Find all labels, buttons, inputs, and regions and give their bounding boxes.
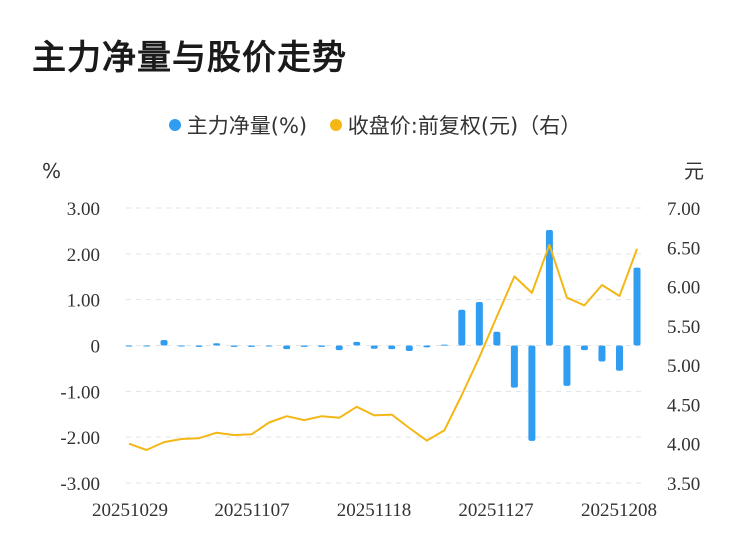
- bar: [528, 345, 536, 441]
- chart-legend: 主力净量(%) 收盘价:前复权(元)（右）: [0, 110, 750, 140]
- left-tick-label: -2.00: [60, 428, 100, 449]
- legend-dot-net-volume: [168, 119, 181, 131]
- bar: [230, 345, 238, 347]
- right-tick-label: 7.00: [667, 199, 700, 220]
- left-tick-label: 1.00: [67, 291, 100, 312]
- left-tick-label: 2.00: [67, 245, 100, 266]
- x-axis-ticks: 20251029 20251107 20251118 20251127 20251208: [92, 500, 657, 521]
- right-tick-label: 4.00: [667, 435, 700, 456]
- bar: [265, 345, 273, 347]
- x-tick-label: 20251107: [214, 500, 289, 521]
- page-title: 主力净量与股价走势: [32, 38, 347, 78]
- bar: [440, 344, 448, 346]
- right-tick-label: 5.50: [667, 317, 700, 338]
- left-axis-ticks: 3.00 2.00 1.00 0 -1.00 -2.00 -3.00: [60, 199, 100, 495]
- close-price-line: [128, 243, 638, 451]
- bar: [300, 345, 308, 347]
- right-tick-label: 6.00: [667, 278, 700, 299]
- bar: [160, 340, 168, 346]
- left-tick-label: 0: [91, 337, 101, 358]
- bar: [458, 309, 466, 346]
- left-tick-label: 3.00: [67, 199, 100, 220]
- bar: [178, 345, 186, 347]
- right-tick-label: 6.50: [667, 238, 700, 259]
- bar: [195, 345, 203, 347]
- left-axis-unit: %: [42, 159, 61, 183]
- bar: [423, 345, 431, 348]
- legend-dot-close-price: [329, 119, 342, 131]
- bar: [580, 345, 588, 351]
- bar: [248, 345, 256, 347]
- bar: [143, 345, 151, 347]
- bar: [615, 345, 623, 371]
- legend-item-net-volume[interactable]: 主力净量(%): [168, 110, 308, 140]
- right-tick-label: 5.00: [667, 356, 700, 377]
- grid-lines: [126, 207, 642, 484]
- bar: [545, 230, 553, 346]
- bar: [405, 345, 413, 351]
- bar: [318, 345, 326, 347]
- bar: [335, 345, 343, 351]
- right-tick-label: 3.50: [667, 474, 700, 495]
- bar: [213, 343, 221, 346]
- legend-label-net-volume: 主力净量(%): [186, 114, 308, 138]
- bar: [510, 345, 518, 388]
- bar: [370, 345, 378, 349]
- x-tick-label: 20251118: [337, 500, 412, 521]
- legend-item-close-price[interactable]: 收盘价:前复权(元)（右）: [329, 110, 582, 140]
- x-tick-label: 20251127: [458, 500, 533, 521]
- x-tick-label: 20251208: [581, 500, 657, 521]
- right-tick-label: 4.50: [667, 395, 700, 416]
- bar: [388, 345, 396, 350]
- line-series: [128, 243, 638, 451]
- bar: [493, 331, 501, 346]
- right-axis-unit: 元: [684, 159, 704, 183]
- legend-label-close-price: 收盘价:前复权(元)（右）: [347, 114, 582, 138]
- bar: [125, 345, 133, 347]
- bar: [563, 345, 571, 386]
- right-axis-ticks: 7.00 6.50 6.00 5.50 5.00 4.50 4.00 3.50: [667, 199, 700, 495]
- bar: [598, 345, 606, 362]
- left-tick-label: -1.00: [60, 382, 100, 403]
- bar: [283, 345, 291, 350]
- bar: [475, 301, 483, 346]
- x-tick-label: 20251029: [92, 500, 168, 521]
- bar: [633, 267, 641, 346]
- left-tick-label: -3.00: [60, 474, 100, 495]
- bar: [353, 341, 361, 346]
- bar-series: [125, 230, 641, 441]
